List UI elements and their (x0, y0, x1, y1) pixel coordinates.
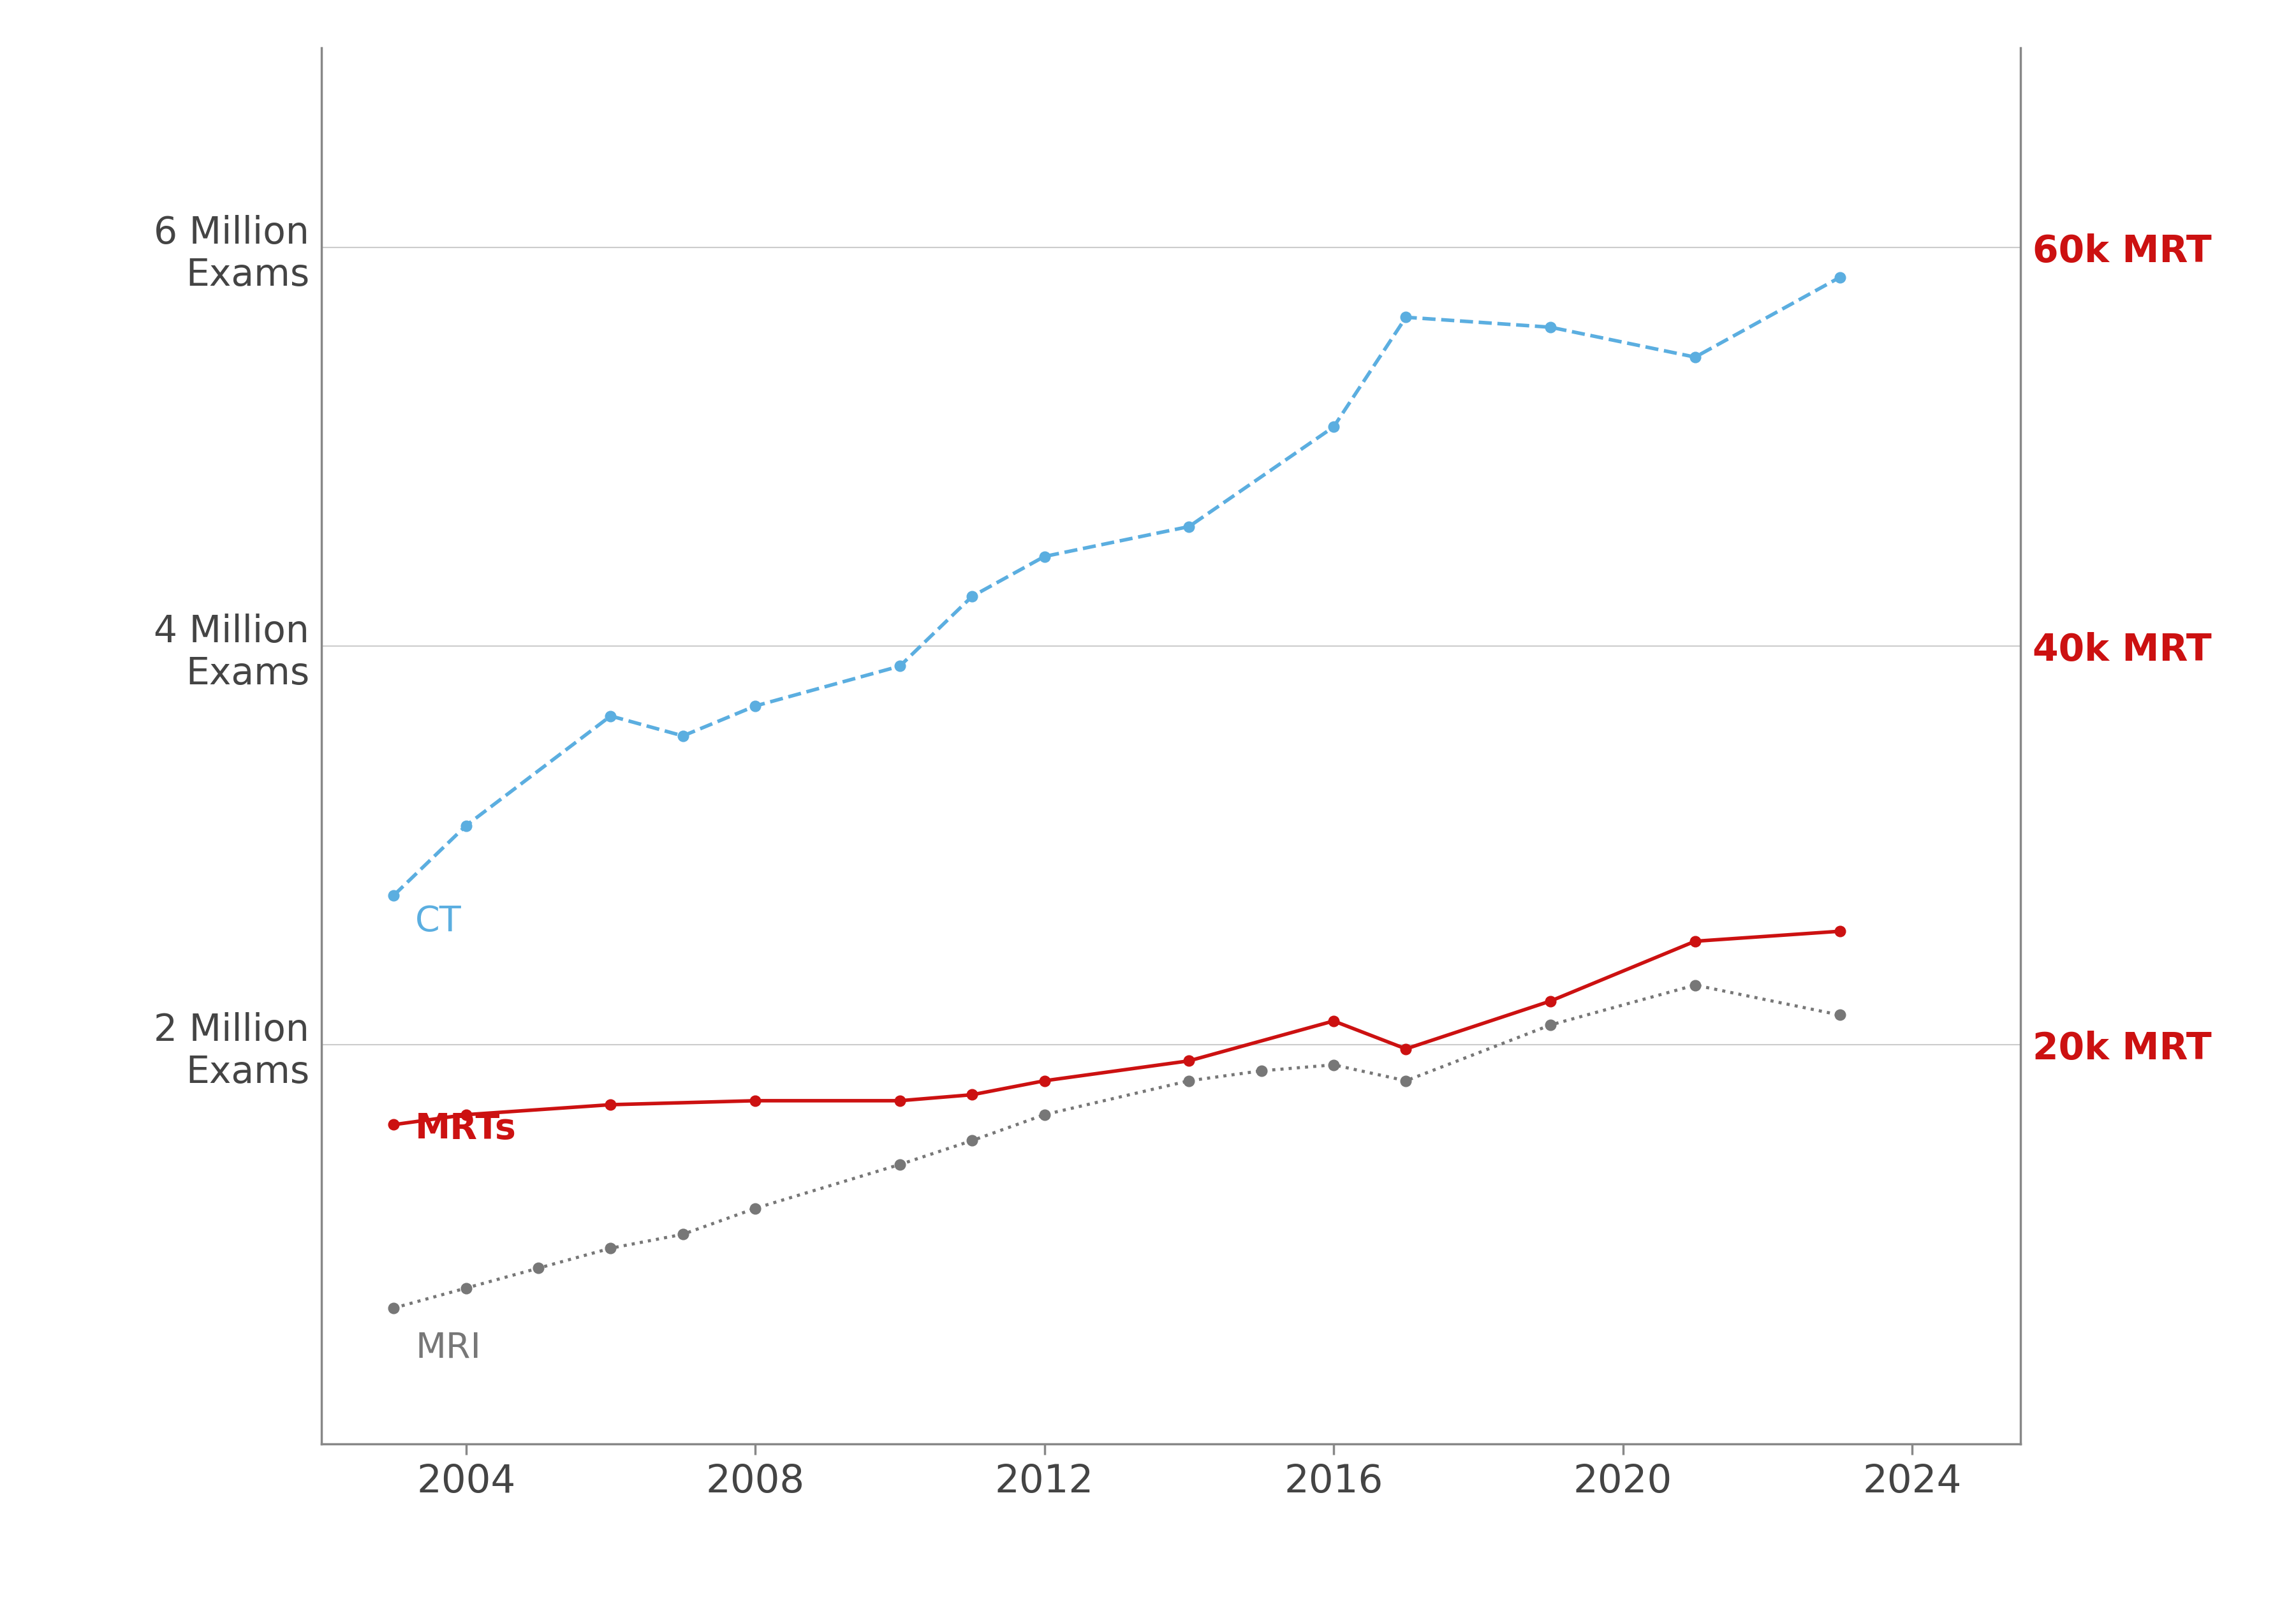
Text: MRI: MRI (416, 1331, 482, 1365)
Text: MRTs: MRTs (416, 1112, 517, 1145)
Text: CT: CT (416, 905, 461, 938)
